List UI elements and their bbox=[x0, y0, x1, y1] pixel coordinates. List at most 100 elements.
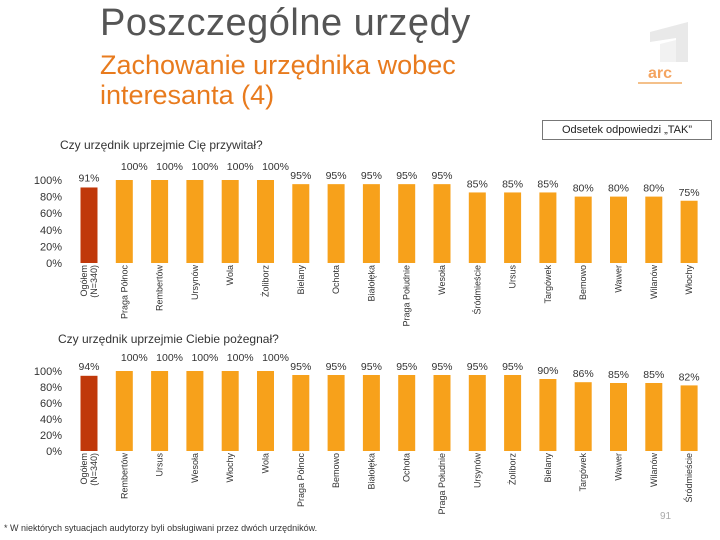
chart2-bar bbox=[680, 385, 698, 451]
chart2-bar bbox=[468, 375, 486, 451]
chart2-category-label: Włochy bbox=[225, 453, 235, 483]
chart1-title: Czy urzędnik uprzejmie Cię przywitał? bbox=[60, 138, 263, 152]
chart2-value-label: 100% bbox=[121, 352, 148, 364]
chart2-bar bbox=[221, 371, 239, 451]
chart2-bar bbox=[80, 375, 98, 451]
chart1-bar bbox=[680, 200, 698, 263]
chart1-category-label: Praga Południe bbox=[402, 265, 412, 327]
chart2-value-label: 90% bbox=[537, 365, 558, 377]
chart1-bar bbox=[186, 180, 204, 263]
chart1-value-label: 100% bbox=[262, 161, 289, 173]
chart2-value-label: 85% bbox=[643, 369, 664, 381]
chart2-value-label: 95% bbox=[326, 361, 347, 373]
chart2-category-label: Ochota bbox=[402, 453, 412, 482]
chart1-value-label: 80% bbox=[573, 183, 594, 195]
chart1-bar bbox=[574, 196, 592, 263]
chart2-bar bbox=[151, 371, 169, 451]
chart2-category-label: Targówek bbox=[578, 453, 588, 492]
chart1-ytick-label: 100% bbox=[34, 175, 62, 187]
chart1-bar bbox=[362, 184, 380, 263]
chart1-value-label: 95% bbox=[326, 170, 347, 182]
chart1-value-label: 85% bbox=[537, 178, 558, 190]
chart2-category-label: Praga Południe bbox=[437, 453, 447, 515]
chart1-bar bbox=[468, 192, 486, 263]
chart2-bar bbox=[574, 382, 592, 451]
chart2-category-label: Białołęka bbox=[366, 453, 376, 490]
chart1-value-label: 80% bbox=[608, 183, 629, 195]
chart1-bar bbox=[504, 192, 522, 263]
chart2-title: Czy urzędnik uprzejmie Ciebie pożegnał? bbox=[58, 332, 279, 346]
chart2-bar bbox=[539, 379, 557, 451]
chart2-value-label: 95% bbox=[396, 361, 417, 373]
chart1-category-label: Ogółem(N=340) bbox=[79, 265, 99, 298]
chart1-ytick-label: 20% bbox=[40, 241, 62, 253]
chart1-ytick-label: 40% bbox=[40, 225, 62, 237]
chart2-bar bbox=[186, 371, 204, 451]
chart2-value-label: 100% bbox=[156, 352, 183, 364]
page-subtitle: Zachowanie urzędnika wobec interesanta (… bbox=[100, 50, 456, 110]
chart1-category-label: Bemowo bbox=[578, 265, 588, 300]
chart1-category-label: Praga Północ bbox=[119, 265, 129, 320]
chart2-bar bbox=[115, 371, 133, 451]
page-number: 91 bbox=[660, 511, 672, 522]
chart2-bar bbox=[362, 375, 380, 451]
chart1-value-label: 85% bbox=[502, 178, 523, 190]
chart1-value-label: 95% bbox=[290, 170, 311, 182]
chart1-ytick-label: 0% bbox=[46, 258, 62, 270]
chart2-ytick-label: 0% bbox=[46, 446, 62, 458]
arc-logo-icon: arc bbox=[638, 22, 688, 84]
chart1-value-label: 80% bbox=[643, 183, 664, 195]
chart2-category-label: Praga Północ bbox=[296, 453, 306, 508]
chart1-category-label: Rembertów bbox=[155, 265, 165, 312]
chart2-category-label: Wilanów bbox=[649, 453, 659, 488]
chart1-bar bbox=[80, 187, 98, 263]
chart2-category-label: Żoliborz bbox=[508, 453, 518, 486]
chart1-ytick-label: 80% bbox=[40, 192, 62, 204]
chart1-value-label: 100% bbox=[156, 161, 183, 173]
chart1-category-label: Ursynów bbox=[190, 265, 200, 301]
chart2-category-label: Wola bbox=[261, 453, 271, 473]
chart1-category-label: Ochota bbox=[331, 265, 341, 294]
chart2-category-label: Śródmieście bbox=[683, 453, 694, 503]
chart1-category-label: Ursus bbox=[508, 265, 518, 289]
footnote: * W niektórych sytuacjach audytorzy byli… bbox=[4, 523, 318, 533]
chart1-category-label: Białołęka bbox=[366, 265, 376, 302]
chart2-value-label: 85% bbox=[608, 369, 629, 381]
chart1-value-label: 91% bbox=[78, 172, 99, 184]
chart1-bar bbox=[539, 192, 557, 263]
chart1-value-label: 95% bbox=[396, 170, 417, 182]
chart2-value-label: 95% bbox=[431, 361, 452, 373]
chart1-bar bbox=[327, 184, 345, 263]
chart2-bar bbox=[610, 383, 627, 451]
chart1-category-label: Śródmieście bbox=[471, 265, 482, 315]
legend-label: Odsetek odpowiedzi „TAK” bbox=[542, 120, 712, 140]
chart2-bar bbox=[398, 375, 416, 451]
chart2-category-label: Wesoła bbox=[190, 453, 200, 483]
page-title: Poszczególne urzędy bbox=[100, 2, 471, 44]
chart2-bar bbox=[257, 371, 274, 451]
chart2-value-label: 100% bbox=[191, 352, 218, 364]
chart1-bar bbox=[433, 184, 451, 263]
chart2-bar bbox=[433, 375, 451, 451]
chart1-value-label: 100% bbox=[121, 161, 148, 173]
chart2-value-label: 86% bbox=[573, 368, 594, 380]
chart2-value-label: 100% bbox=[227, 352, 254, 364]
chart2-bar bbox=[645, 383, 663, 451]
svg-text:arc: arc bbox=[648, 65, 672, 82]
chart2-ytick-label: 80% bbox=[40, 382, 62, 394]
chart1-bar bbox=[221, 180, 239, 263]
chart2-ytick-label: 40% bbox=[40, 414, 62, 426]
chart1-bar bbox=[151, 180, 169, 263]
chart2-bar bbox=[327, 375, 345, 451]
chart2-category-label: Wawer bbox=[614, 453, 624, 481]
chart2-category-label: Ogółem(N=340) bbox=[79, 453, 99, 486]
chart2-category-label: Bemowo bbox=[331, 453, 341, 488]
chart1-category-label: Wawer bbox=[614, 265, 624, 293]
chart2-value-label: 94% bbox=[78, 361, 99, 373]
chart1-value-label: 100% bbox=[227, 161, 254, 173]
chart1-category-label: Targówek bbox=[543, 265, 553, 304]
chart1-category-label: Bielany bbox=[296, 265, 306, 295]
chart2-category-label: Bielany bbox=[543, 453, 553, 483]
chart2-value-label: 95% bbox=[467, 361, 488, 373]
chart2-value-label: 95% bbox=[361, 361, 382, 373]
